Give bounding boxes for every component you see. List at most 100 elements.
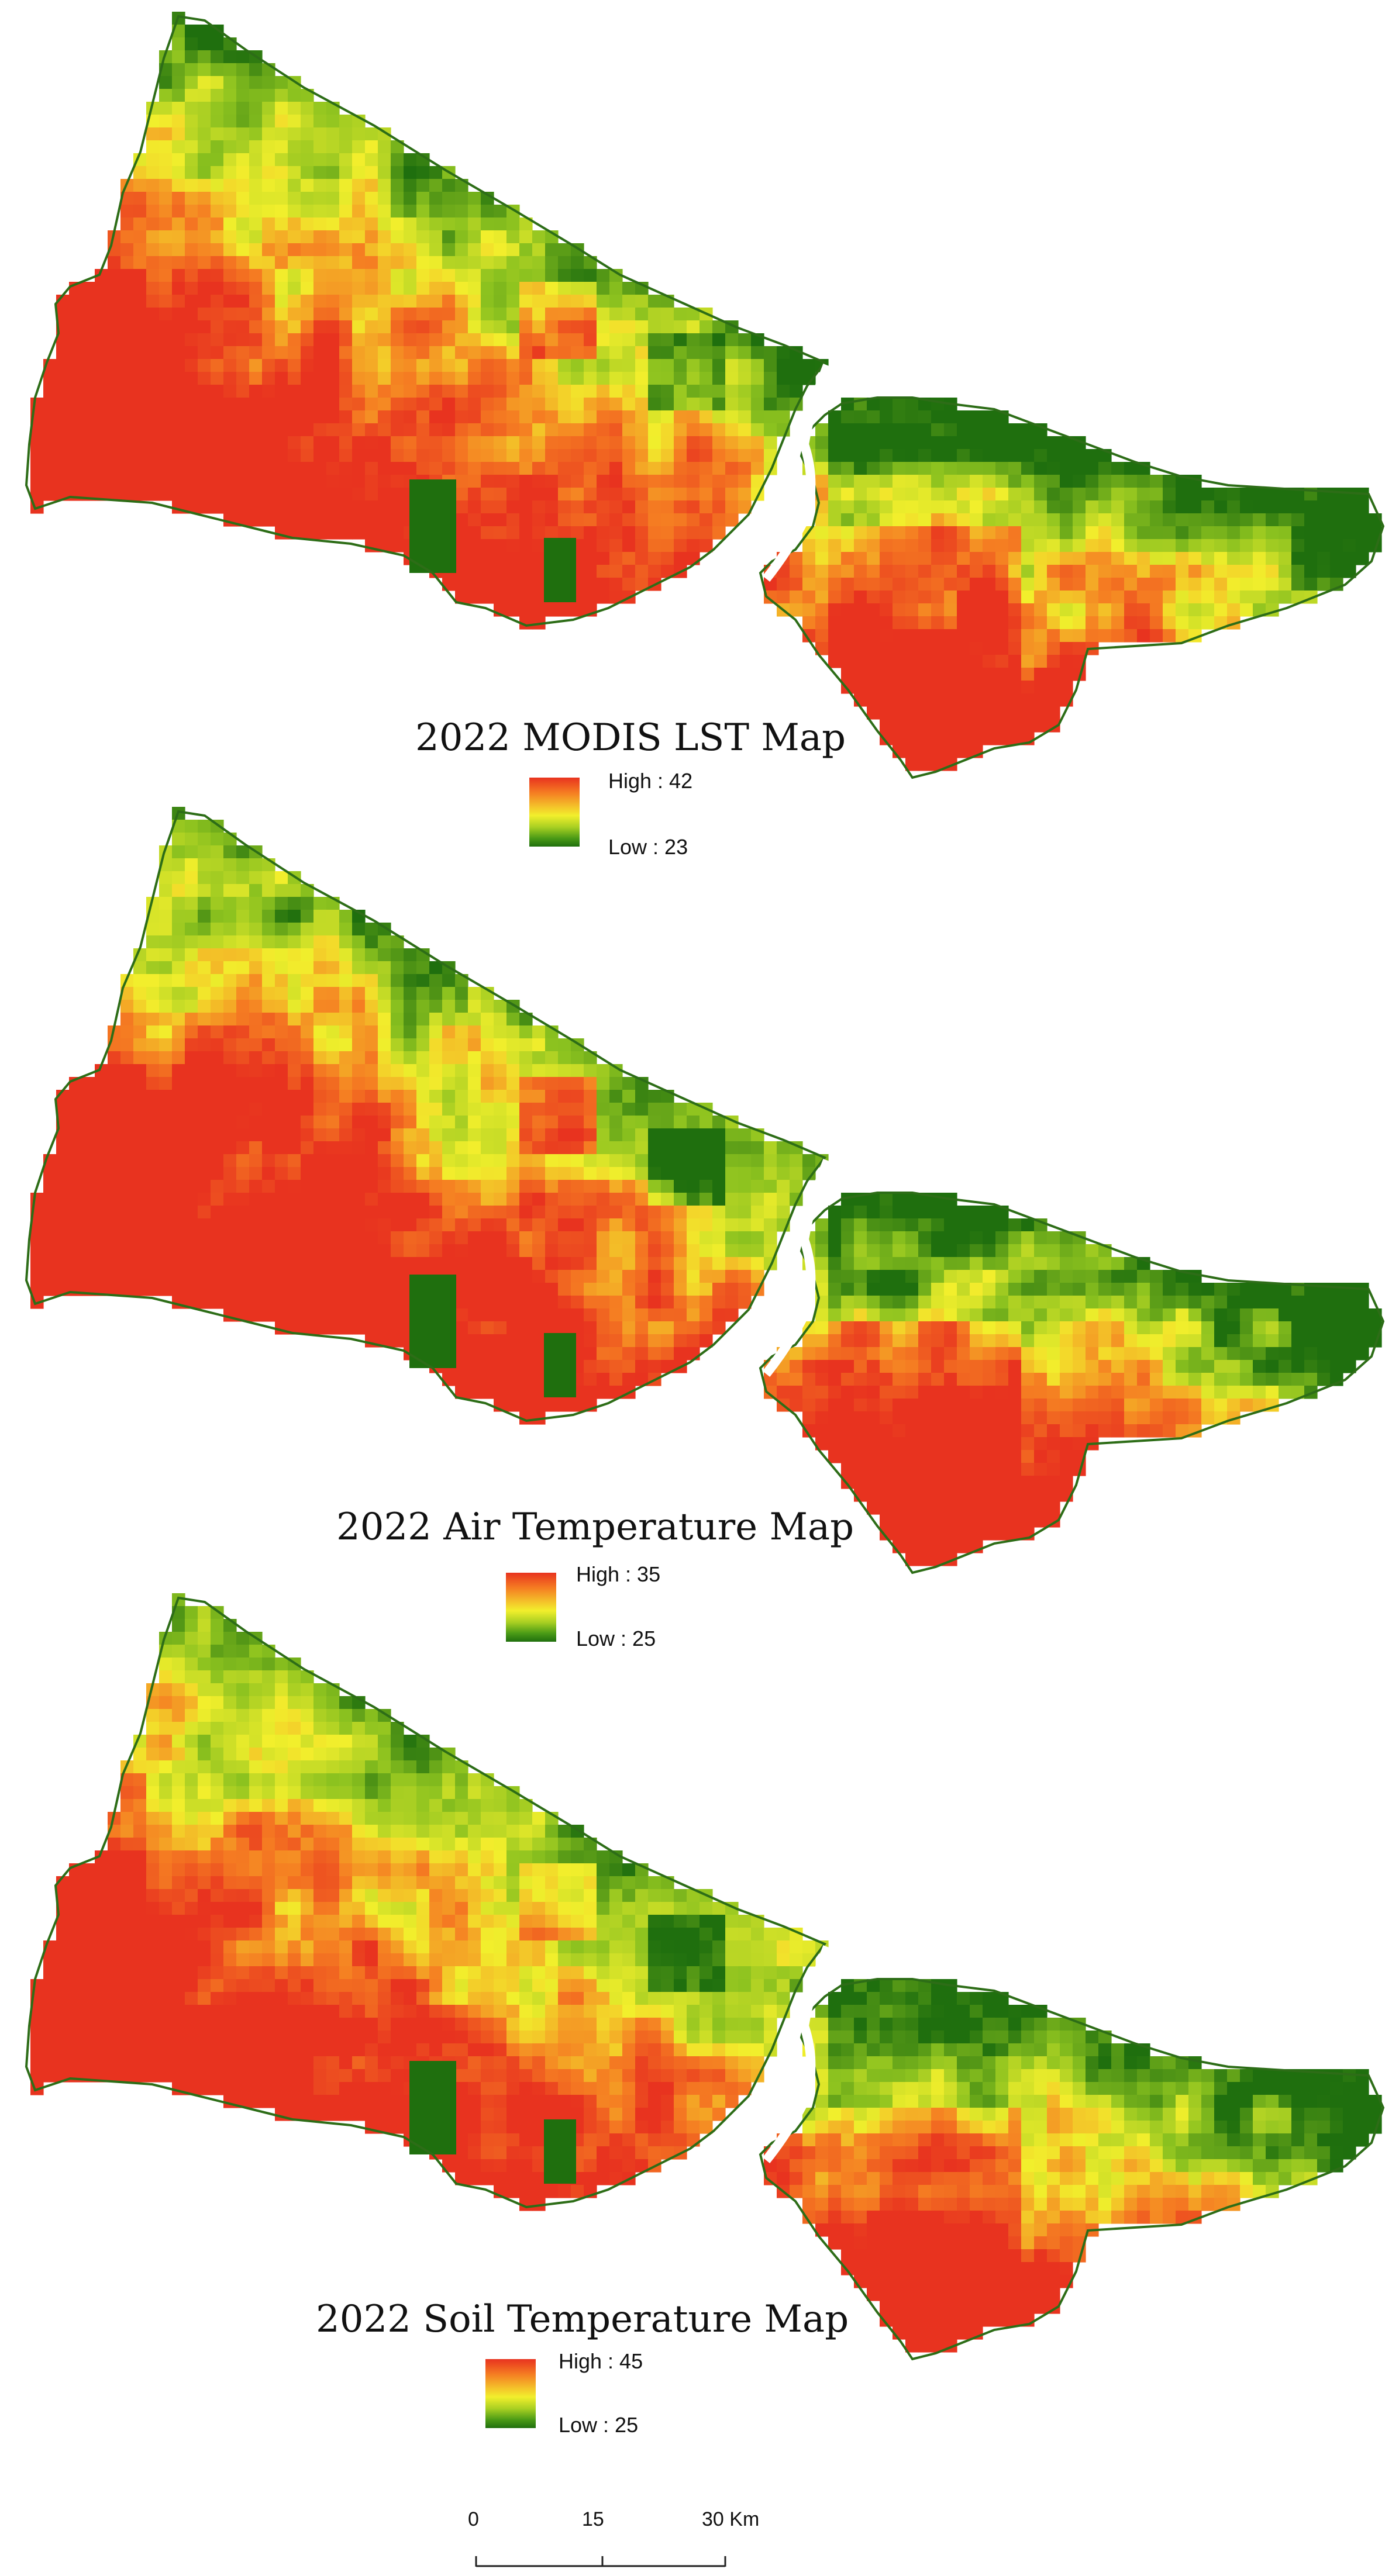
raster-cell: [1137, 1373, 1150, 1386]
raster-cell: [687, 333, 700, 347]
raster-cell: [313, 1154, 327, 1168]
raster-cell: [1176, 1296, 1189, 1309]
raster-cell: [597, 385, 610, 398]
raster-cell: [275, 1141, 288, 1155]
raster-cell: [1086, 539, 1099, 553]
raster-cell: [313, 1103, 327, 1116]
raster-cell: [609, 1244, 623, 1258]
raster-cell: [983, 668, 996, 681]
raster-cell: [519, 295, 533, 308]
raster-cell: [249, 1064, 263, 1078]
raster-cell: [1086, 488, 1099, 501]
raster-cell: [944, 1450, 957, 1463]
raster-cell: [661, 513, 674, 527]
raster-cell: [416, 1206, 430, 1219]
raster-cell: [648, 385, 661, 398]
raster-cell: [751, 1231, 764, 1245]
raster-cell: [468, 1283, 481, 1296]
raster-cell: [1150, 526, 1163, 540]
raster-cell: [802, 1399, 816, 1412]
raster-cell: [571, 346, 584, 360]
raster-cell: [1201, 526, 1215, 540]
raster-cell: [378, 1128, 391, 1142]
raster-cell: [236, 1658, 250, 1671]
raster-cell: [635, 500, 649, 514]
raster-cell: [918, 488, 932, 501]
raster-cell: [249, 1077, 263, 1090]
raster-cell: [635, 1180, 649, 1193]
raster-cell: [391, 192, 404, 205]
raster-cell: [223, 153, 237, 167]
raster-cell: [69, 372, 82, 385]
raster-cell: [1111, 578, 1125, 591]
raster-cell: [1227, 1296, 1241, 1309]
raster-cell: [970, 1386, 983, 1399]
raster-cell: [404, 1064, 417, 1078]
raster-cell: [532, 372, 546, 385]
raster-cell: [326, 1064, 340, 1078]
raster-cell: [275, 192, 288, 205]
raster-cell: [1008, 1334, 1022, 1348]
raster-cell: [571, 1090, 584, 1103]
raster-cell: [1021, 642, 1035, 655]
raster-cell: [802, 1373, 816, 1386]
raster-cell: [236, 1090, 250, 1103]
raster-cell: [700, 1218, 713, 1232]
raster-cell: [893, 1296, 906, 1309]
raster-cell: [1034, 475, 1047, 488]
raster-cell: [172, 1025, 185, 1039]
raster-cell: [159, 192, 173, 205]
raster-cell: [905, 629, 919, 643]
raster-cell: [120, 1064, 134, 1078]
raster-cell: [1163, 1270, 1176, 1283]
raster-cell: [249, 923, 263, 936]
raster-cell: [313, 1231, 327, 1245]
raster-cell: [545, 1206, 559, 1219]
raster-cell: [326, 179, 340, 192]
raster-cell: [313, 410, 327, 424]
raster-cell: [957, 1514, 970, 1528]
raster-cell: [815, 475, 829, 488]
raster-cell: [661, 1296, 674, 1309]
raster-cell: [301, 1025, 314, 1039]
raster-cell: [326, 1321, 340, 1335]
raster-cell: [262, 1064, 275, 1078]
raster-cell: [133, 1244, 147, 1258]
raster-cell: [249, 449, 263, 462]
raster-cell: [1021, 1411, 1035, 1425]
raster-cell: [262, 948, 275, 962]
raster-cell: [262, 475, 275, 488]
raster-cell: [506, 1064, 520, 1078]
raster-cell: [326, 1025, 340, 1039]
raster-cell: [532, 1090, 546, 1103]
raster-cell: [867, 1296, 880, 1309]
raster-cell: [1008, 1527, 1022, 1541]
raster-cell: [700, 488, 713, 501]
raster-cell: [1176, 1424, 1189, 1438]
raster-cell: [841, 1373, 854, 1386]
raster-cell: [275, 423, 288, 437]
raster-cell: [893, 423, 906, 437]
raster-cell: [185, 1270, 198, 1283]
raster-cell: [391, 423, 404, 437]
raster-cell: [185, 1709, 198, 1722]
raster-cell: [313, 179, 327, 192]
raster-cell: [468, 1321, 481, 1335]
raster-cell: [211, 1167, 224, 1180]
raster-cell: [764, 398, 777, 411]
raster-cell: [494, 1180, 507, 1193]
raster-cell: [725, 488, 739, 501]
raster-cell: [661, 1231, 674, 1245]
raster-cell: [391, 269, 404, 282]
raster-cell: [404, 410, 417, 424]
raster-cell: [198, 1025, 211, 1039]
raster-cell: [519, 333, 533, 347]
raster-cell: [494, 578, 507, 591]
raster-cell: [198, 179, 211, 192]
raster-cell: [867, 462, 880, 475]
raster-cell: [185, 333, 198, 347]
raster-cell: [674, 1180, 687, 1193]
raster-cell: [172, 1064, 185, 1078]
raster-cell: [622, 1167, 636, 1180]
raster-cell: [378, 205, 391, 218]
